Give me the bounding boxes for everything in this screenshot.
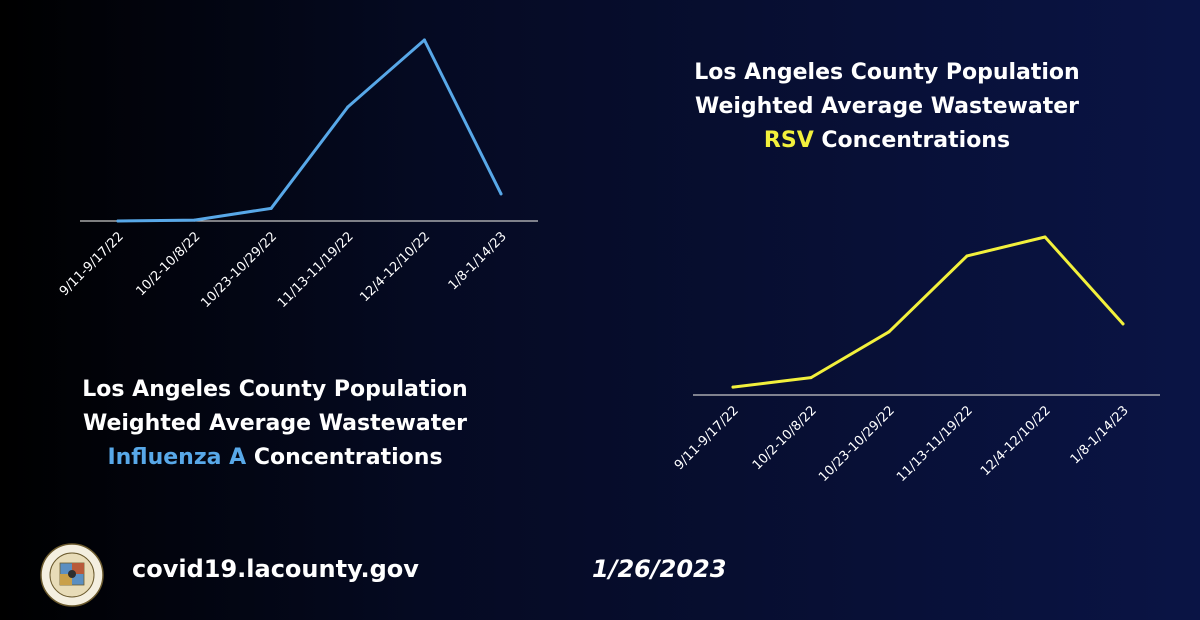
website-url[interactable]: covid19.lacounty.gov <box>132 555 419 583</box>
rsv-title-line-1: Los Angeles County Population <box>694 60 1080 85</box>
x-tick-label: 10/2-10/8/22 <box>133 229 203 299</box>
rsv-chart: 9/11-9/17/22 10/2-10/8/2210/23-10/29/2211… <box>672 235 1160 485</box>
flu-title-line-2: Weighted Average Wastewater <box>82 411 468 436</box>
flu-title-suffix: Concentrations <box>246 445 443 470</box>
data-point-4 <box>346 105 350 109</box>
data-point-1 <box>116 219 120 223</box>
data-point-4 <box>965 254 969 258</box>
x-tick-label: 12/4-12/10/22 <box>978 403 1054 479</box>
series-line <box>731 235 1125 389</box>
flu-title-line-3: Influenza A Concentrations <box>60 441 490 475</box>
data-point-6 <box>1121 322 1125 326</box>
x-tick-label: 9/11-9/17/22 <box>672 403 742 473</box>
data-point-5 <box>1043 235 1047 239</box>
flu-title-line-1: Los Angeles County Population <box>82 377 468 402</box>
x-tick-label: 11/13-11/19/22 <box>894 403 976 485</box>
data-point-6 <box>499 192 503 196</box>
x-tick-label: 10/23-10/29/22 <box>816 403 898 485</box>
x-tick-label: 1/8-1/14/23 <box>1068 403 1132 467</box>
x-tick-label: 12/4-12/10/22 <box>357 229 433 305</box>
influenza-a-chart-title: Los Angeles County Population Weighted A… <box>60 373 490 475</box>
rsv-title-line-2: Weighted Average Wastewater <box>694 94 1080 119</box>
report-date: 1/26/2023 <box>592 555 727 583</box>
x-tick-label: 10/23-10/29/22 <box>198 229 280 311</box>
rsv-title-suffix: Concentrations <box>813 128 1011 153</box>
data-point-1 <box>731 385 735 389</box>
rsv-title-highlight: RSV <box>763 128 814 153</box>
data-point-2 <box>193 218 197 222</box>
x-tick-label: 9/11-9/17/22 <box>57 229 127 299</box>
data-point-5 <box>422 38 426 42</box>
x-tick-label: 10/2-10/8/22 <box>750 403 820 473</box>
data-point-3 <box>887 330 891 334</box>
x-tick-label: 11/13-11/19/22 <box>275 229 357 311</box>
x-tick-label: 1/8-1/14/23 <box>446 229 510 293</box>
data-point-3 <box>269 206 273 210</box>
rsv-title-line-3: RSV Concentrations <box>672 124 1102 158</box>
rsv-chart-title: Los Angeles County Population Weighted A… <box>672 56 1102 158</box>
influenza-a-chart: 9/11-9/17/22 10/2-10/8/2210/23-10/29/2211… <box>57 38 538 311</box>
data-point-2 <box>809 376 813 380</box>
series-line <box>116 38 503 223</box>
flu-title-highlight: Influenza A <box>107 445 247 470</box>
la-county-seal-icon <box>40 543 104 607</box>
